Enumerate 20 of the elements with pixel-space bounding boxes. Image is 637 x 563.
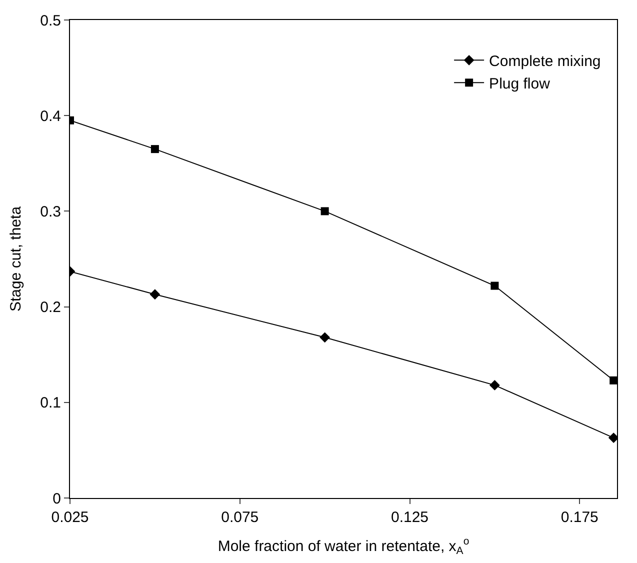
- x-tick-label: 0.075: [221, 509, 259, 526]
- point: [490, 282, 499, 290]
- x-tick-label: 0.125: [390, 509, 429, 526]
- y-axis-title: Stage cut, theta: [7, 206, 24, 312]
- y-tick-label: 0.5: [40, 12, 61, 30]
- point: [150, 145, 159, 154]
- legend-label: Complete mixing: [489, 53, 601, 70]
- point: [320, 332, 330, 343]
- point: [320, 207, 329, 216]
- point: [150, 289, 160, 300]
- legend-label: Plug flow: [489, 76, 550, 92]
- y-tick-label: 0.4: [40, 108, 61, 125]
- point: [489, 380, 500, 390]
- y-tick-label: 0.3: [40, 203, 61, 220]
- point: [610, 376, 617, 384]
- y-tick-label: 0.1: [40, 394, 61, 412]
- y-tick-label: 0.2: [40, 299, 61, 316]
- y-tick-label: 0: [52, 490, 61, 508]
- x-tick-label: 0.025: [51, 509, 89, 526]
- x-tick-label: 0.175: [560, 509, 598, 526]
